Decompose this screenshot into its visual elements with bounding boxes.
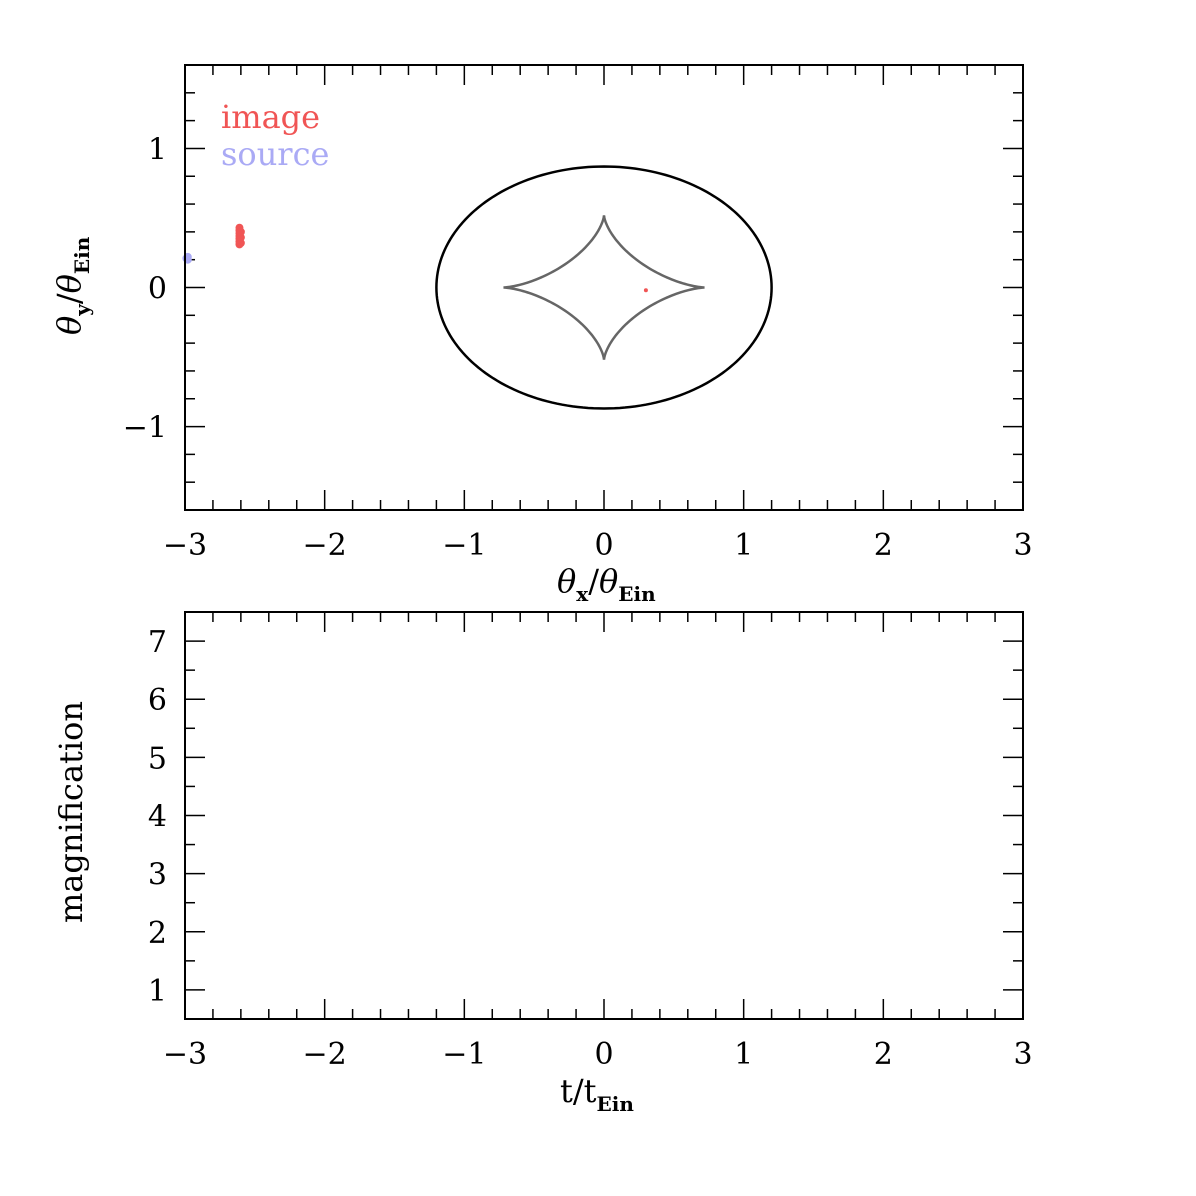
- y-tick-label: 6: [148, 683, 167, 718]
- y-tick-label: 4: [148, 800, 167, 835]
- y-label-sub-y: y: [70, 303, 94, 317]
- x-tick-label: −1: [442, 1037, 486, 1072]
- caustic-curve: [503, 215, 705, 360]
- y-tick-label: −1: [123, 411, 167, 446]
- image-point: [236, 239, 245, 247]
- x-label-slash: /: [588, 562, 599, 600]
- x-tick-label: 3: [1013, 528, 1032, 563]
- y-label-slash: /: [50, 293, 88, 304]
- lens-plane-panel: −3 −2 −1 0 1 2 3 −101 image source θx/θEin θy/…: [50, 64, 1033, 606]
- legend-image: image: [221, 98, 320, 136]
- critical-curve: [435, 165, 773, 410]
- y-label-theta: θ: [50, 316, 88, 335]
- lens-plane-x-tick-labels: −3 −2 −1 0 1 2 3: [163, 528, 1033, 563]
- light-curve-y-axis-label: magnification: [52, 701, 90, 923]
- y-tick-label: 0: [148, 272, 167, 307]
- x-tick-label: −3: [163, 1037, 207, 1072]
- x-tick-label: −2: [303, 1037, 347, 1072]
- light-curve-panel: −3 −2 −1 0 1 2 3 1 2 3 4 5 6 7 t/tEin magnification: [52, 611, 1033, 1116]
- x-label-sub-ein: Ein: [618, 582, 656, 606]
- lens-plane-y-tick-labels: −1 0 1: [123, 132, 167, 445]
- x-tick-label: 0: [594, 528, 613, 563]
- x-tick-label: −1: [442, 528, 486, 563]
- t-label-sub: Ein: [597, 1092, 635, 1116]
- y-tick-label: 1: [148, 132, 167, 167]
- lens-plane-frame: [184, 64, 1024, 511]
- y-tick-label: 5: [148, 741, 167, 776]
- x-tick-label: −2: [303, 528, 347, 563]
- image-point: [236, 227, 245, 236]
- light-curve-ticks: [184, 611, 1024, 1020]
- t-label-main: t/t: [560, 1072, 597, 1110]
- x-tick-label: 0: [594, 1037, 613, 1072]
- y-tick-label: 1: [148, 974, 167, 1009]
- light-curve-x-tick-labels: −3 −2 −1 0 1 2 3: [163, 1037, 1033, 1072]
- lens-plane-x-axis-label: θx/θEin: [557, 562, 656, 606]
- source-point: [182, 254, 191, 263]
- x-label-sub-x: x: [576, 582, 589, 606]
- x-tick-label: 1: [734, 1037, 753, 1072]
- y-tick-label: 7: [148, 625, 167, 660]
- light-curve-x-axis-label: t/tEin: [560, 1072, 634, 1116]
- x-tick-label: −3: [163, 528, 207, 563]
- y-label-sub-ein: Ein: [70, 236, 94, 274]
- x-label-theta2: θ: [599, 562, 618, 600]
- x-tick-label: 2: [874, 1037, 893, 1072]
- legend-source: source: [221, 135, 329, 173]
- x-tick-label: 3: [1013, 1037, 1032, 1072]
- x-label-theta: θ: [557, 562, 576, 600]
- x-tick-label: 2: [874, 528, 893, 563]
- image-points: [235, 223, 648, 293]
- y-label-theta2: θ: [50, 274, 88, 293]
- light-curve-frame: [184, 611, 1024, 1020]
- light-curve-y-tick-labels: 1 2 3 4 5 6 7: [148, 625, 167, 1009]
- lens-plane-y-axis-label: θy/θEin: [50, 236, 94, 335]
- y-tick-label: 2: [148, 916, 167, 951]
- image-point: [643, 288, 648, 293]
- source-points: [182, 252, 192, 264]
- x-tick-label: 1: [734, 528, 753, 563]
- y-tick-label: 3: [148, 858, 167, 893]
- image-point: [236, 233, 245, 242]
